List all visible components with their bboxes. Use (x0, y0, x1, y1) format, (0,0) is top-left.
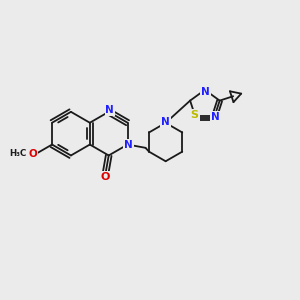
Text: N: N (124, 140, 133, 149)
Text: N: N (161, 117, 170, 127)
Text: O: O (28, 149, 37, 159)
Text: N: N (105, 105, 114, 115)
Text: H₃C: H₃C (9, 148, 27, 158)
Text: N: N (211, 112, 220, 122)
Text: S: S (191, 110, 199, 120)
Text: O: O (101, 172, 110, 182)
Text: N: N (201, 86, 210, 97)
